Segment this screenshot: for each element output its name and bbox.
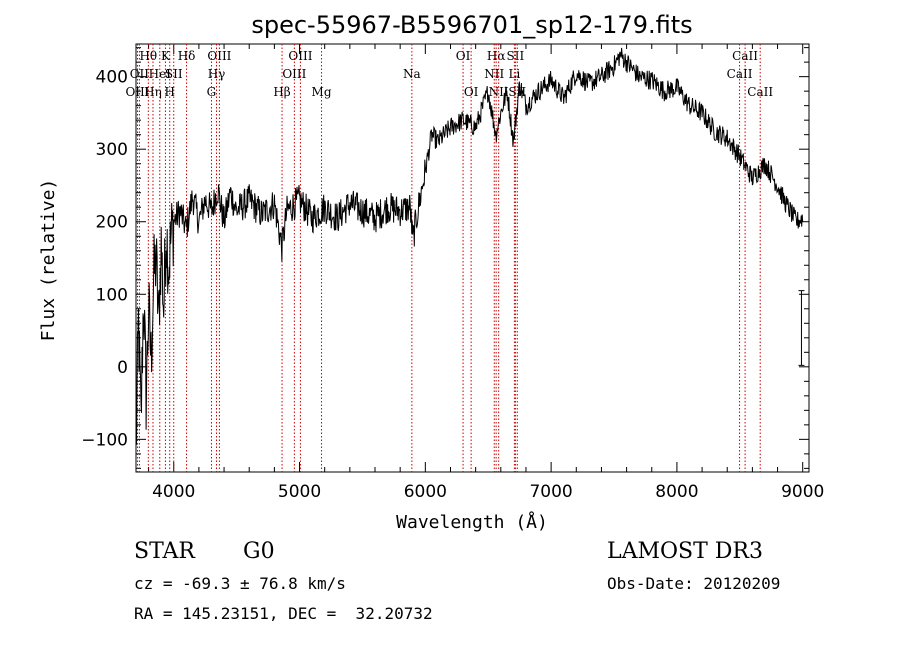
emission-line-label: OI [456, 49, 471, 63]
survey-name: LAMOST DR3 [607, 539, 763, 564]
emission-line-label: Hβ [273, 85, 290, 99]
emission-line-label: Na [403, 67, 421, 81]
emission-line-label: CaII [727, 67, 753, 81]
emission-line-label: OI [464, 85, 479, 99]
x-tick-label: 6000 [404, 482, 447, 502]
y-tick-label: 400 [96, 68, 128, 88]
emission-line-label: Hθ [139, 49, 157, 63]
x-tick-label: 9000 [781, 482, 824, 502]
object-class: STAR [134, 539, 195, 564]
y-tick-label: 300 [96, 140, 128, 160]
y-tick-label: 100 [96, 285, 128, 305]
x-tick-label: 7000 [529, 482, 572, 502]
emission-line-label: OIII [125, 85, 149, 99]
emission-line-label: HeI [149, 67, 172, 81]
coordinates: RA = 145.23151, DEC = 32.20732 [134, 604, 433, 623]
emission-line-label: Hη [144, 85, 162, 99]
emission-line-label: NII [484, 67, 504, 81]
y-tick-label: 0 [117, 358, 128, 378]
emission-line-label: CaII [747, 85, 773, 99]
x-tick-label: 5000 [278, 482, 321, 502]
emission-line-label: CaII [732, 49, 758, 63]
emission-line-label: SII [165, 67, 183, 81]
emission-line-label: Hα [487, 49, 506, 63]
redshift-cz: cz = -69.3 ± 76.8 km/s [134, 574, 346, 593]
x-axis-label: Wavelength (Å) [396, 511, 548, 533]
emission-line-label: OII [130, 67, 150, 81]
emission-line-label: SII [508, 85, 526, 99]
emission-line-label: G [207, 85, 217, 99]
emission-line-label: OIII [207, 49, 231, 63]
chart-title: spec-55967-B5596701_sp12-179.fits [251, 11, 692, 39]
object-subclass: G0 [243, 539, 275, 564]
emission-line-label: OIII [288, 49, 312, 63]
emission-line-label: Hδ [178, 49, 196, 63]
emission-line-label: H [164, 85, 174, 99]
emission-line-label: K [161, 49, 171, 63]
emission-line-label: OIII [282, 67, 306, 81]
emission-line-label: Mg [312, 85, 332, 99]
emission-line-label: Li [508, 67, 520, 81]
obs-date: Obs-Date: 20120209 [607, 574, 781, 593]
x-tick-label: 4000 [152, 482, 195, 502]
y-tick-label: 200 [96, 213, 128, 233]
emission-line-label: SII [507, 49, 525, 63]
spectrum-line [135, 47, 804, 445]
plot-frame [135, 43, 810, 473]
y-tick-label: −100 [81, 430, 128, 450]
x-tick-label: 8000 [655, 482, 698, 502]
emission-line-label: Hγ [208, 67, 226, 81]
y-axis-label: Flux (relative) [38, 179, 59, 342]
